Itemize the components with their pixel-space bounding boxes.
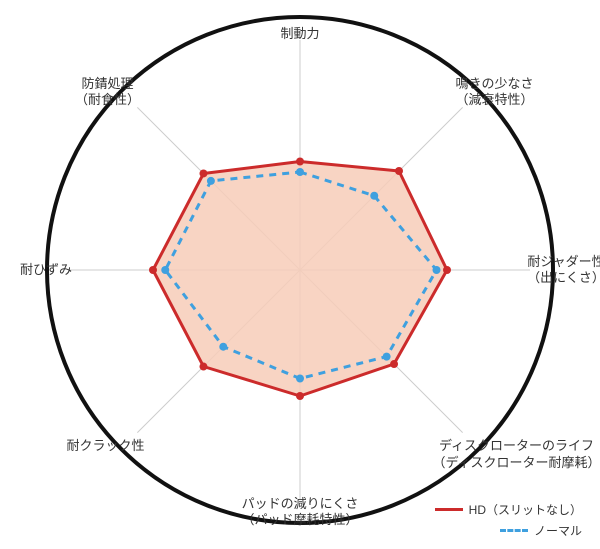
legend-swatch-normal bbox=[500, 529, 528, 532]
axis-label-3-line-1: （ディスクローター耐摩耗） bbox=[432, 454, 600, 469]
axis-label-2: 耐ジャダー性（出にくさ） bbox=[527, 254, 600, 287]
axis-label-3: ディスクローターのライフ（ディスクローター耐摩耗） bbox=[432, 438, 600, 471]
axis-label-1: 鳴きの少なさ （減衰特性） bbox=[455, 75, 533, 108]
legend-label-normal: ノーマル bbox=[534, 522, 582, 539]
axis-label-2-line-0: 耐ジャダー性 bbox=[527, 254, 600, 269]
legend-item-hd: HD（スリットなし） bbox=[435, 501, 582, 518]
axis-label-0-line-0: 制動力 bbox=[280, 26, 319, 41]
axis-label-5: 耐クラック性 bbox=[66, 438, 144, 454]
axis-label-1-line-1: （減衰特性） bbox=[455, 92, 533, 107]
axis-label-4-line-1: （パッド摩耗特性） bbox=[241, 512, 358, 527]
axis-label-7: 防錆処理 （耐食性） bbox=[75, 75, 140, 108]
axis-label-6-line-0: 耐ひずみ bbox=[20, 262, 72, 277]
axis-label-5-line-0: 耐クラック性 bbox=[66, 438, 144, 453]
legend-label-hd: HD（スリットなし） bbox=[469, 501, 582, 518]
axis-label-6: 耐ひずみ bbox=[20, 262, 72, 278]
radar-chart: HD（スリットなし） ノーマル 制動力鳴きの少なさ （減衰特性） 耐ジャダー性（出に… bbox=[0, 0, 600, 549]
axis-label-7-line-0: 防錆処理 bbox=[81, 75, 133, 90]
axis-label-4: パッドの減りにくさ（パッド摩耗特性） bbox=[241, 496, 358, 529]
legend-item-normal: ノーマル bbox=[435, 522, 582, 539]
axis-label-2-line-1: （出にくさ） bbox=[527, 270, 600, 285]
legend-swatch-hd bbox=[435, 508, 463, 511]
axis-label-4-line-0: パッドの減りにくさ bbox=[242, 496, 359, 511]
axis-label-7-line-1: （耐食性） bbox=[75, 92, 140, 107]
legend: HD（スリットなし） ノーマル bbox=[435, 497, 582, 539]
axis-label-0: 制動力 bbox=[280, 26, 319, 42]
axis-label-3-line-0: ディスクローターのライフ bbox=[439, 438, 594, 453]
axis-label-1-line-0: 鳴きの少なさ bbox=[455, 75, 533, 90]
